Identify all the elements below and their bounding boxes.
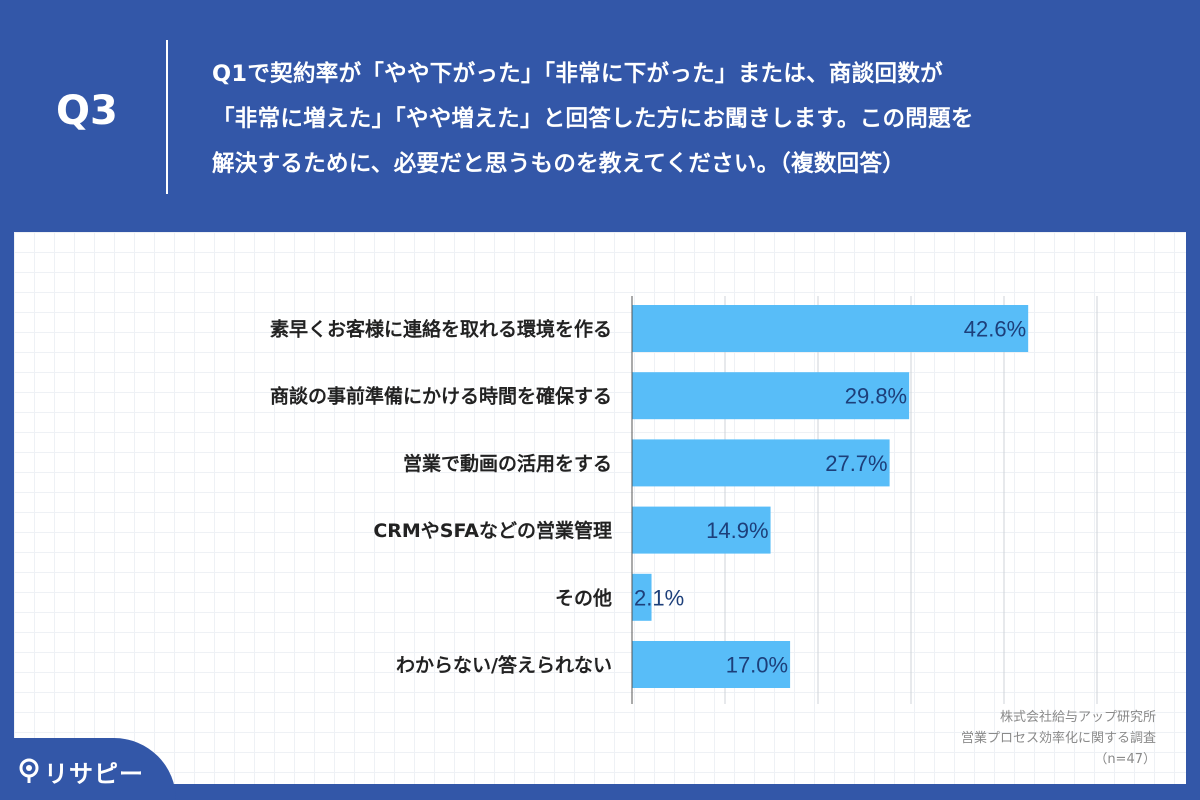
header: Q3 Q1で契約率が「やや下がった」「非常に下がった」または、商談回数が 「非常… [0,0,1200,232]
source-company: 株式会社給与アップ研究所 [999,710,1156,725]
bar [632,439,890,487]
question-line: Q1で契約率が「やや下がった」「非常に下がった」または、商談回数が [212,61,943,87]
category-label: CRMやSFAなどの営業管理 [373,519,612,542]
question-text: Q1で契約率が「やや下がった」「非常に下がった」または、商談回数が 「非常に増え… [212,52,1182,187]
value-label: 42.6% [964,317,1026,342]
bar-chart: 素早くお客様に連絡を取れる環境を作る 42.6% 商談の事前準備にかける時間を確保す… [270,296,1098,704]
header-divider [166,40,168,194]
bar [632,506,771,554]
bar [632,305,1029,352]
category-label: わからない/答えられない [396,654,612,677]
brand-name: リサピー [44,760,144,788]
question-number: Q3 [56,88,118,134]
question-line: 解決するために、必要だと思うものを教えてください。（複数回答） [212,151,906,177]
bar [632,641,791,688]
chart-panel: 素早くお客様に連絡を取れる環境を作る 42.6% 商談の事前準備にかける時間を確保す… [14,232,1186,784]
source-note: 株式会社給与アップ研究所 営業プロセス効率化に関する調査 （n=47） [961,707,1156,770]
source-sample-size: （n=47） [1094,752,1156,767]
category-label: その他 [555,586,612,609]
value-label: 27.7% [825,451,887,476]
pin-icon [19,758,39,783]
brand-logo: リサピー [0,738,176,800]
question-line: 「非常に増えた」「やや増えた」と回答した方にお聞きします。この問題を [212,106,974,132]
bar [632,372,910,420]
source-survey: 営業プロセス効率化に関する調査 [960,731,1156,746]
category-label: 営業で動画の活用をする [403,452,612,475]
value-label: 2.1% [634,585,684,610]
value-label: 14.9% [706,518,768,543]
bar [632,573,652,621]
category-label: 素早くお客様に連絡を取れる環境を作る [270,318,612,341]
category-label: 商談の事前準備にかける時間を確保する [270,385,612,408]
value-label: 29.8% [845,384,907,409]
value-label: 17.0% [726,653,788,678]
